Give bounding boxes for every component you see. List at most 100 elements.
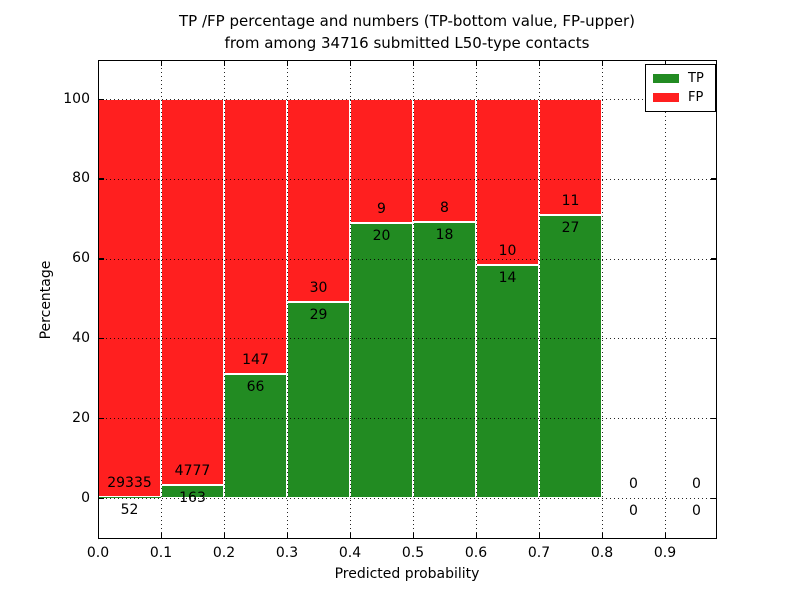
fp-count-label: 4777 — [174, 462, 211, 479]
x-tick-label: 0.7 — [527, 545, 551, 561]
fp-bar-segment — [98, 99, 161, 498]
x-tick-mark-top — [286, 60, 288, 66]
y-tick-mark — [98, 417, 104, 420]
x-tick-label: 0.9 — [653, 545, 677, 561]
y-tick-mark-right — [711, 178, 717, 180]
vertical-gridline — [287, 60, 288, 539]
x-tick-label: 0.8 — [590, 545, 614, 561]
y-tick-mark — [98, 98, 104, 100]
y-tick-mark-right — [711, 497, 717, 499]
vertical-gridline — [350, 60, 351, 539]
tp-count-label: 0 — [629, 503, 638, 519]
chart-title-line2: from among 34716 submitted L50-type cont… — [224, 34, 590, 52]
tp-count-label: 14 — [498, 270, 517, 287]
x-tick-mark — [475, 533, 477, 539]
y-tick-label: 20 — [72, 409, 90, 426]
x-tick-mark — [349, 533, 351, 539]
y-tick-label: 0 — [81, 489, 90, 506]
y-tick-mark-right — [711, 258, 717, 260]
y-tick-mark — [98, 258, 104, 260]
x-tick-mark — [97, 533, 99, 539]
y-tick-mark — [98, 497, 104, 499]
fp-bar-segment — [224, 99, 287, 375]
x-tick-mark — [286, 533, 288, 539]
tp-bar-segment — [224, 374, 287, 498]
x-tick-label: 0.1 — [149, 545, 173, 561]
y-tick-mark — [98, 337, 104, 340]
fp-count-label: 8 — [440, 199, 449, 216]
legend-label: TP — [688, 70, 704, 86]
fp-count-label: 11 — [561, 192, 580, 209]
tp-count-label: 66 — [246, 379, 265, 396]
legend-entry: TP — [653, 72, 715, 85]
horizontal-gridline — [98, 418, 717, 420]
tp-count-label: 20 — [372, 227, 391, 244]
x-tick-mark-top — [349, 60, 351, 66]
horizontal-gridline — [98, 338, 717, 340]
x-tick-mark — [223, 533, 225, 539]
x-tick-mark-top — [664, 60, 666, 66]
x-tick-mark-top — [538, 60, 540, 66]
vertical-gridline — [539, 60, 540, 539]
tp-bar-segment — [98, 497, 161, 498]
x-tick-label: 0.2 — [212, 545, 236, 561]
x-tick-mark — [601, 533, 603, 539]
fp-count-label: 29335 — [107, 475, 152, 492]
fp-count-label: 30 — [309, 279, 328, 296]
vertical-gridline — [476, 60, 477, 539]
x-tick-mark-top — [412, 60, 414, 66]
legend-label: FP — [688, 90, 704, 106]
x-tick-mark-top — [97, 60, 99, 66]
tp-count-label: 0 — [692, 503, 701, 519]
tp-count-label: 163 — [179, 489, 206, 506]
fp-count-label: 9 — [377, 200, 386, 217]
x-tick-mark-top — [601, 60, 603, 66]
x-tick-label: 0.0 — [86, 545, 110, 561]
y-tick-label: 60 — [72, 250, 90, 267]
fp-bar-segment — [539, 99, 602, 215]
plot-area: 29335 52 4777 163 147 66 30 29 9 20 8 18 10 14 11 27 0 0 0… — [97, 60, 717, 539]
tp-bar-segment — [413, 221, 476, 498]
horizontal-gridline — [98, 99, 717, 100]
x-tick-mark — [538, 533, 540, 539]
fp-count-label: 0 — [629, 476, 638, 492]
x-axis-label: Predicted probability — [334, 566, 480, 582]
horizontal-gridline — [98, 258, 717, 260]
x-tick-mark-top — [475, 60, 477, 66]
y-tick-label: 80 — [72, 170, 90, 187]
fp-bar-segment — [161, 99, 224, 485]
legend-entry: FP — [653, 91, 715, 104]
y-tick-label: 40 — [72, 329, 90, 346]
x-tick-mark-top — [160, 60, 162, 66]
vertical-gridline — [224, 60, 225, 539]
vertical-gridline — [161, 60, 162, 539]
tp-legend-swatch — [653, 73, 679, 83]
fp-bar-segment — [476, 99, 539, 266]
x-tick-mark — [664, 533, 666, 539]
fp-count-label: 0 — [692, 476, 701, 492]
tp-count-label: 27 — [561, 219, 580, 236]
x-tick-label: 0.4 — [338, 545, 362, 561]
x-tick-mark-top — [223, 60, 225, 66]
x-tick-mark — [412, 533, 414, 539]
vertical-gridline — [413, 60, 414, 539]
x-tick-label: 0.3 — [275, 545, 299, 561]
tp-bar-segment — [476, 265, 539, 498]
tp-bar-segment — [350, 222, 413, 498]
tp-count-label: 18 — [435, 226, 454, 243]
y-tick-mark-right — [711, 337, 717, 340]
y-tick-mark-right — [711, 417, 717, 420]
tp-count-label: 29 — [309, 306, 328, 323]
vertical-gridline — [602, 60, 603, 539]
fp-count-label: 10 — [498, 243, 517, 260]
x-tick-label: 0.5 — [401, 545, 425, 561]
chart-title: TP /FP percentage and numbers (TP-bottom… — [179, 10, 635, 54]
legend: TP FP — [645, 64, 716, 112]
fp-legend-swatch — [653, 93, 679, 103]
vertical-gridline — [665, 60, 666, 539]
fp-bar-segment — [287, 99, 350, 302]
y-tick-label: 100 — [63, 90, 90, 107]
x-tick-mark — [160, 533, 162, 539]
fp-count-label: 147 — [242, 352, 269, 369]
